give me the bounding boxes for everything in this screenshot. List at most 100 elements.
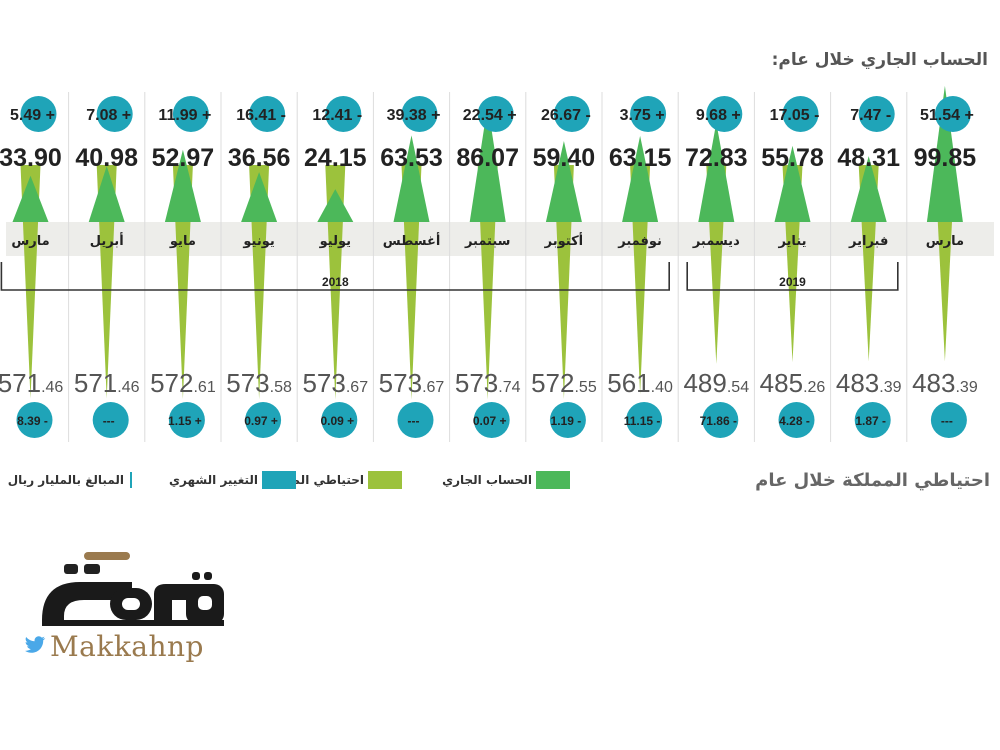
ca-change-marker (401, 96, 438, 132)
reserves-value: 573.74 (455, 368, 521, 398)
current-account-value: 72.83 (685, 144, 748, 172)
ca-change-marker (934, 96, 971, 132)
reserves-funnel-bar (249, 165, 270, 400)
reserves-change-marker (854, 402, 891, 438)
reserves-change-marker (549, 402, 586, 438)
month-label: مارس (926, 234, 964, 249)
reserves-change-marker (397, 402, 434, 438)
reserves-change-marker (930, 402, 967, 438)
legend-label-current-account: الحساب الجاري (442, 473, 532, 487)
reserves-change-label: 1.87 - (855, 414, 886, 428)
ca-change-label: 16.41 - (236, 107, 286, 124)
ca-change-label: 11.99 + (158, 107, 211, 124)
reserves-change-label: 4.28 - (779, 414, 810, 428)
reserves-value: 571.46 (74, 368, 140, 398)
current-account-bar (545, 141, 582, 222)
reserves-funnel-bar (172, 165, 193, 399)
month-label: مايو (169, 234, 196, 249)
reserves-funnel-bar (96, 165, 117, 399)
makkah-logo (42, 552, 224, 626)
month-band (6, 222, 994, 256)
current-account-value: 36.56 (228, 144, 291, 172)
ca-change-label: 39.38 + (387, 107, 441, 124)
reserves-change-marker (778, 402, 815, 438)
reserves-funnel-bar (401, 165, 422, 400)
reserves-change-label: --- (941, 414, 953, 428)
ca-change-label: 22.54 + (463, 107, 517, 124)
current-account-bar (164, 149, 201, 222)
reserves-value: 561.40 (607, 368, 673, 398)
reserves-change-label: --- (103, 414, 115, 428)
month-label: فبراير (848, 234, 888, 249)
reserves-funnel-bar (325, 165, 346, 400)
reserves-change-label: 0.09 + (320, 414, 354, 428)
legend-swatch-green (536, 471, 570, 489)
ca-change-marker (630, 96, 667, 132)
current-account-bar (850, 156, 887, 222)
current-account-value: 33.90 (0, 144, 62, 172)
current-account-bar (698, 122, 735, 222)
reserves-change-label: --- (408, 414, 420, 428)
reserves-value: 572.61 (150, 368, 216, 398)
reserves-change-marker (702, 402, 739, 438)
current-account-value: 99.85 (914, 144, 977, 172)
ca-change-label: 12.41 - (312, 107, 362, 124)
reserves-change-label: 0.07 + (473, 414, 507, 428)
legend-swatch-teal (262, 471, 296, 489)
reserves-change-marker (626, 402, 663, 438)
current-account-bar (317, 189, 354, 222)
chart-title: الحساب الجاري خلال عام: (771, 50, 988, 70)
legend-unit-note: المبالغ بالمليار ريال (7, 473, 124, 487)
current-account-bar (88, 166, 125, 222)
ca-change-marker (325, 96, 362, 132)
current-account-value: 63.53 (380, 144, 443, 172)
ca-change-label: 26.67 - (541, 107, 591, 124)
month-label: نوفمبر (617, 234, 662, 249)
reserves-change-label: 11.15 - (624, 414, 661, 428)
month-label: أبريل (90, 232, 124, 249)
current-account-bar (622, 135, 659, 222)
reserves-value: 571.46 (0, 368, 63, 398)
reserves-change-marker (473, 402, 510, 438)
reserves-change-marker (168, 402, 205, 438)
current-account-value: 55.78 (761, 144, 824, 172)
year-label: 2019 (779, 275, 806, 289)
current-account-bar (926, 85, 963, 222)
reserves-value: 572.55 (531, 368, 597, 398)
reserves-change-marker (92, 402, 129, 438)
legend-swatch-olive (368, 471, 402, 489)
ca-change-label: 17.05 - (770, 107, 820, 124)
year-label: 2018 (322, 275, 349, 289)
current-account-value: 52.97 (152, 144, 215, 172)
ca-change-marker (706, 96, 743, 132)
reserves-change-label: 8.39 - (17, 414, 48, 428)
legend-label-monthly-change: التغيير الشهري (169, 473, 258, 487)
current-account-value: 86.07 (456, 144, 519, 172)
ca-change-label: 3.75 + (620, 107, 665, 124)
twitter-bird-icon (25, 636, 46, 653)
current-account-value: 48.31 (837, 144, 900, 172)
reserves-funnel-bar (20, 165, 41, 399)
ca-change-label: 51.54 + (920, 107, 974, 124)
month-label: أغسطس (383, 232, 441, 249)
year-bracket (0, 262, 671, 291)
reserves-funnel-bar (477, 165, 498, 400)
ca-change-marker (477, 96, 514, 132)
reserves-value: 573.67 (379, 368, 445, 398)
reserves-funnel-bar (553, 165, 574, 399)
ca-change-label: 7.08 + (86, 107, 131, 124)
legend-unit-marker (130, 472, 132, 488)
ca-change-label: 7.47 - (850, 107, 891, 124)
month-label: يوليو (319, 234, 351, 249)
month-label: مارس (11, 234, 49, 249)
reserves-change-marker (321, 402, 358, 438)
reserves-change-label: 0.97 + (244, 414, 278, 428)
reserves-change-label: 71.86 - (700, 414, 737, 428)
reserves-funnel-bar (630, 165, 651, 395)
reserves-change-label: 1.15 + (168, 414, 202, 428)
year-bracket (686, 262, 899, 291)
current-account-value: 40.98 (75, 144, 138, 172)
current-account-value: 24.15 (304, 144, 367, 172)
current-account-bar (774, 145, 811, 222)
